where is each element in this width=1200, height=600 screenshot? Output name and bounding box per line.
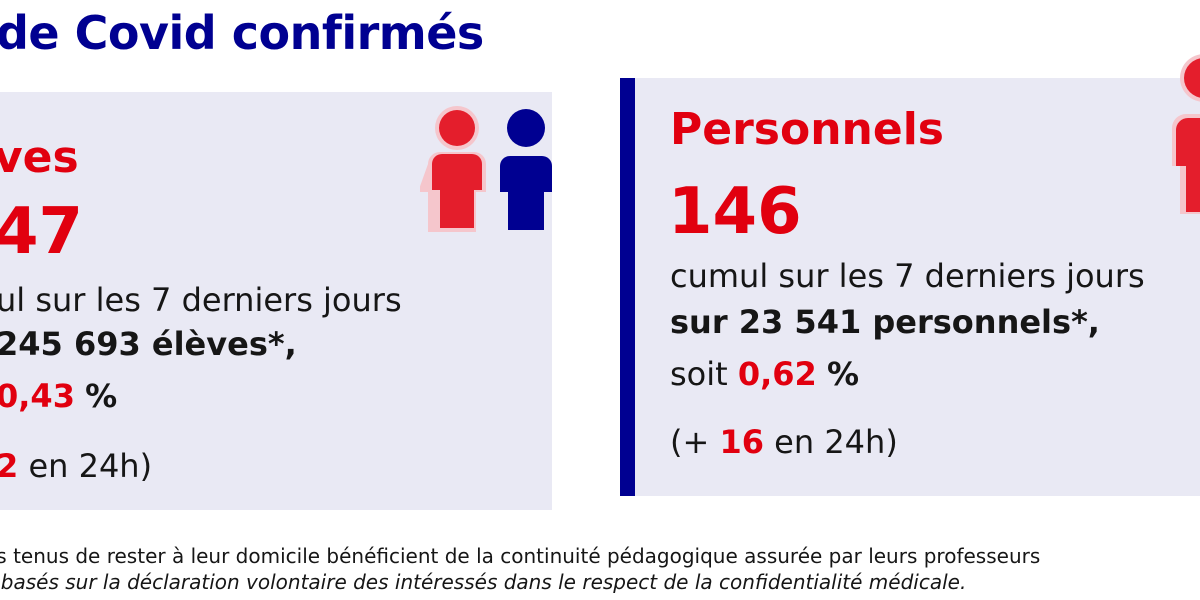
eleves-percentage-line: 0,43 %	[0, 380, 117, 412]
eleves-heading: ves	[0, 132, 79, 183]
personnels-count: 146	[668, 175, 802, 249]
footnote-line-1: es tenus de rester à leur domicile bénéf…	[0, 544, 1041, 568]
personnels-daily-suffix: en 24h)	[774, 423, 898, 461]
page-title: de Covid confirmés	[0, 6, 484, 60]
personnels-percentage-line: soit 0,62 %	[670, 358, 859, 390]
personnels-percentage-value: 0,62	[737, 355, 817, 393]
personnels-heading: Personnels	[670, 104, 944, 155]
personnels-percentage-unit: %	[826, 355, 860, 393]
eleves-daily-line: 2 en 24h)	[0, 450, 152, 482]
card-personnels: Personnels 146 cumul sur les 7 derniers …	[620, 54, 1200, 496]
eleves-daily-value: 2	[0, 447, 19, 485]
personnels-soit-label: soit	[670, 355, 728, 393]
card-eleves: ves 47 ul sur les 7 derniers jours 245 6…	[0, 92, 552, 510]
students-icon	[420, 106, 552, 232]
footnote-line-2: s basés sur la déclaration volontaire de…	[0, 570, 967, 594]
eleves-percentage-unit: %	[85, 377, 118, 415]
personnels-total-text: sur 23 541 personnels*,	[670, 303, 1100, 341]
eleves-count: 47	[0, 195, 84, 269]
personnels-daily-line: (+ 16 en 24h)	[670, 426, 898, 458]
eleves-total-text: 245 693 élèves*,	[0, 325, 297, 363]
eleves-cumul-text: ul sur les 7 derniers jours	[0, 281, 402, 319]
personnels-daily-value: 16	[719, 423, 764, 461]
eleves-daily-suffix: en 24h)	[28, 447, 153, 485]
staff-person-icon	[1172, 54, 1200, 214]
eleves-percentage-value: 0,43	[0, 377, 75, 415]
personnels-cumul-text: cumul sur les 7 derniers jours	[670, 257, 1145, 295]
personnels-daily-prefix: (+	[670, 423, 710, 461]
card-accent-border	[620, 78, 635, 496]
